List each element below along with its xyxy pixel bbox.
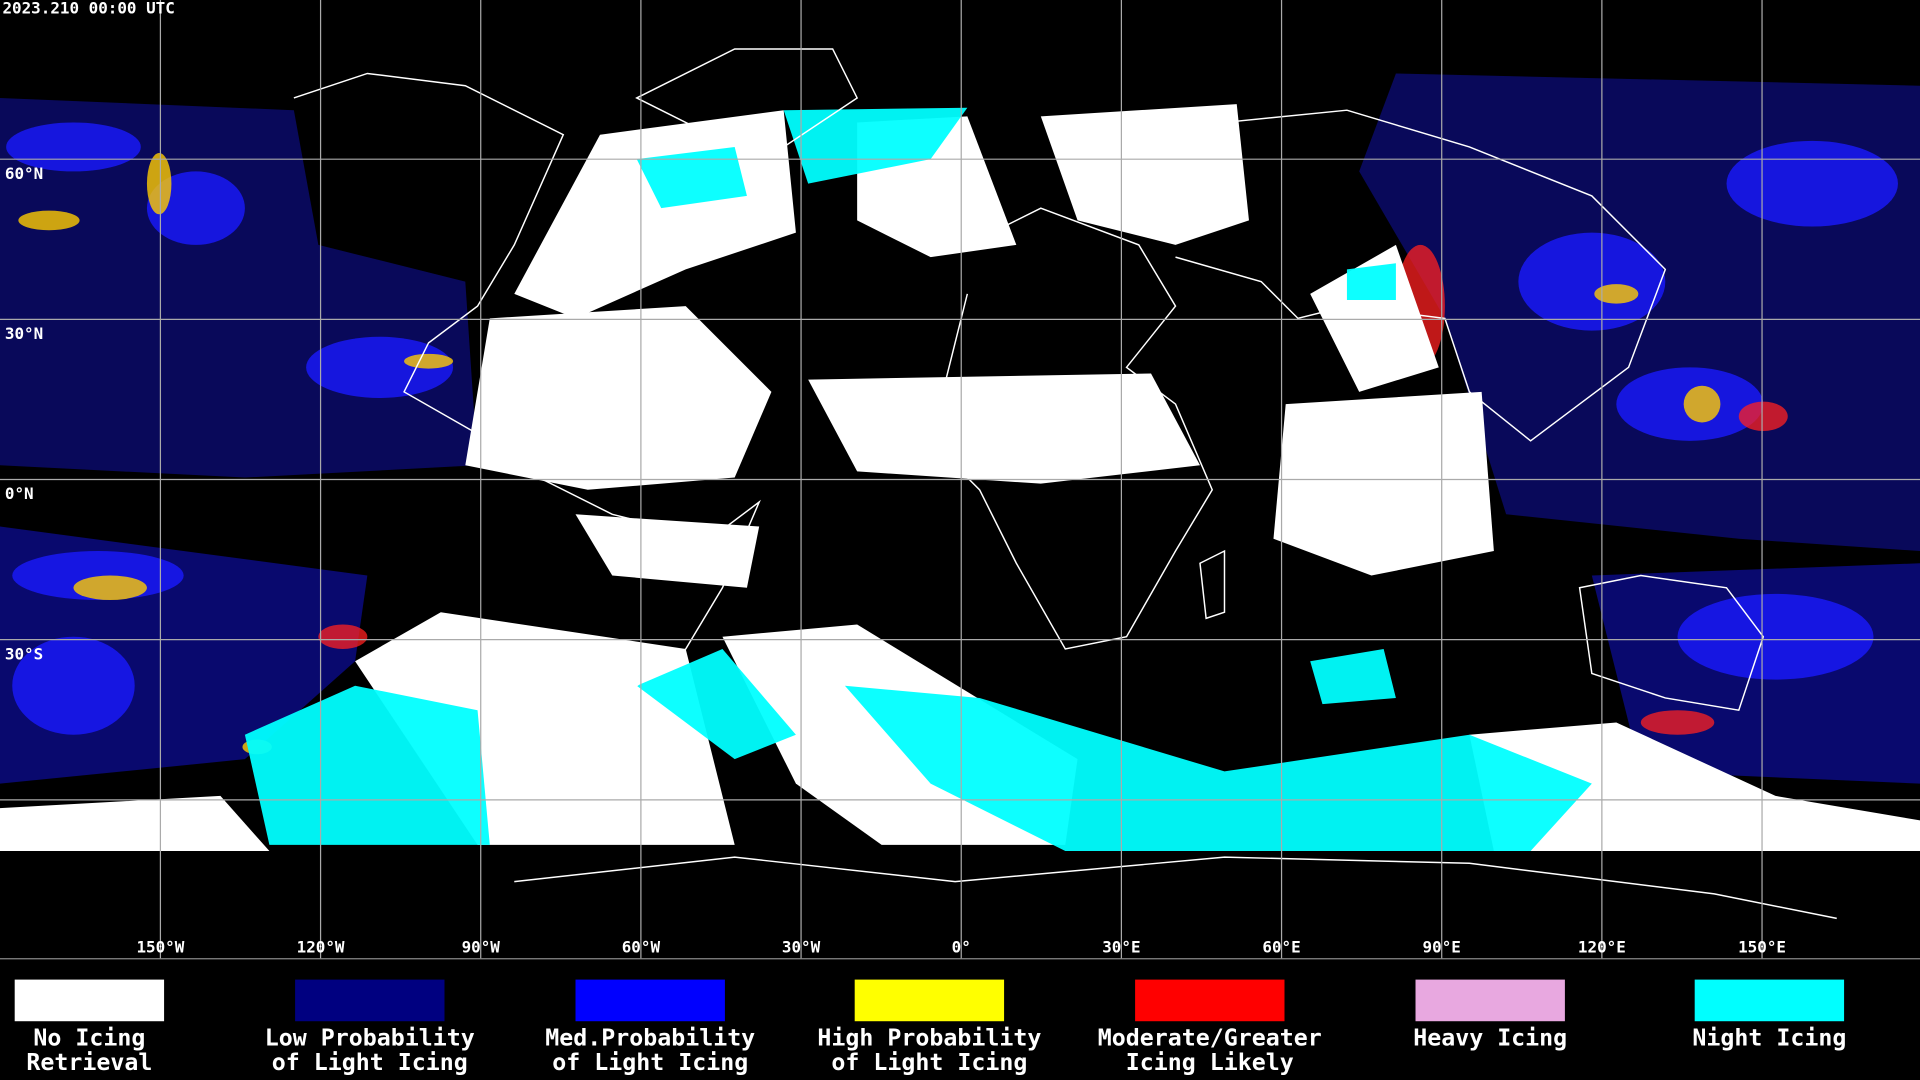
legend-label: of Light Icing [831,1049,1027,1076]
longitude-label: 60°E [1262,938,1300,957]
satellite-imagery [0,48,1920,920]
longitude-label: 120°W [297,938,345,957]
longitude-label: 90°E [1423,938,1461,957]
longitude-label: 150°E [1738,938,1786,957]
legend-label: No Icing [33,1025,145,1052]
legend-label: of Light Icing [552,1049,748,1076]
longitude-label: 30°W [782,938,821,957]
legend-swatch [575,979,725,1022]
latitude-label: 60°S [5,804,43,823]
legend-swatch [295,979,445,1022]
legend-label: Med.Probability [545,1025,755,1052]
legend-label: Heavy Icing [1413,1025,1567,1052]
legend-label: Retrieval [26,1049,152,1076]
longitude-label: 150°W [136,938,184,957]
legend-label: Low Probability [265,1025,475,1052]
longitude-label: 60°W [622,938,661,957]
latitude-label: 30°N [5,324,43,343]
legend-swatch [854,979,1005,1022]
latitude-label: 60°N [5,164,43,183]
legend-label: Night Icing [1692,1025,1846,1052]
longitude-label: 30°E [1102,938,1140,957]
legend-label: Moderate/Greater [1098,1025,1322,1052]
longitude-label: 120°E [1578,938,1626,957]
legend-label: Icing Likely [1126,1049,1294,1076]
legend-swatch [1135,979,1285,1022]
legend-swatch [1694,979,1845,1022]
legend-swatch [14,979,165,1022]
latitude-label: 0°N [5,484,34,503]
legend-label: of Light Icing [272,1049,468,1076]
longitude-label: 0° [952,938,971,957]
graticule: 150°W 120°W 90°W 60°W 30°W 0° 30°E 60°E 90°E 120°… [0,0,1920,959]
longitude-label: 90°W [462,938,501,957]
legend-swatch [1415,979,1565,1022]
timestamp: 2023.210 00:00 UTC [2,0,174,17]
latitude-label: 30°S [5,644,43,663]
legend-label: High Probability [817,1025,1041,1052]
